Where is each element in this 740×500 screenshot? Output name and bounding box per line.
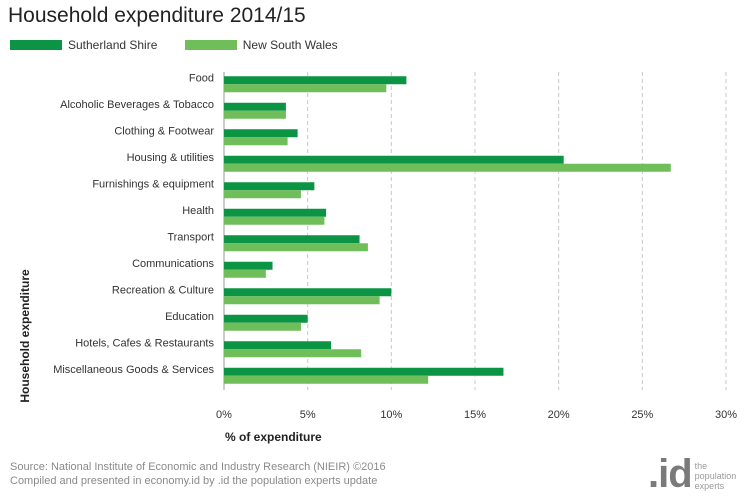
x-tick-label: 5% — [300, 409, 316, 421]
x-tick-label: 0% — [216, 409, 232, 421]
bar-series-1[interactable] — [224, 261, 273, 270]
source-line-1: Source: National Institute of Economic a… — [10, 461, 386, 473]
bar-series-2[interactable] — [224, 349, 362, 358]
bar-series-2[interactable] — [224, 243, 368, 252]
bar-series-1[interactable] — [224, 102, 286, 111]
logo-tagline-1: the — [694, 461, 708, 471]
legend-label-series-1: Sutherland Shire — [68, 38, 158, 52]
bars — [224, 76, 671, 384]
x-tick-label: 20% — [548, 409, 570, 421]
bar-series-2[interactable] — [224, 190, 301, 199]
bar-series-1[interactable] — [224, 129, 298, 138]
bar-series-2[interactable] — [224, 110, 286, 119]
legend-item-series-2[interactable]: New South Wales — [184, 38, 338, 52]
bar-series-1[interactable] — [224, 235, 360, 244]
bar-series-1[interactable] — [224, 341, 332, 350]
logo-tagline-3: experts — [694, 481, 725, 491]
logo-tagline-2: population — [694, 471, 737, 481]
category-label: Communications — [132, 258, 214, 270]
legend-swatch-series-1 — [10, 40, 62, 50]
bar-series-2[interactable] — [224, 296, 380, 305]
x-tick-label: 30% — [715, 409, 737, 421]
category-label: Health — [182, 205, 214, 217]
bar-series-1[interactable] — [224, 288, 392, 297]
legend-item-series-1[interactable]: Sutherland Shire — [10, 38, 157, 52]
x-tick-labels: 0% 5% 10% 15% 20% 25% 30% — [216, 409, 737, 421]
x-tick-label: 25% — [631, 409, 653, 421]
bar-series-1[interactable] — [224, 208, 327, 217]
bar-chart: Food Alcoholic Beverages & Tobacco Clothin… — [18, 72, 737, 444]
x-axis-title: % of expenditure — [225, 430, 322, 444]
bar-series-2[interactable] — [224, 216, 325, 225]
category-label: Recreation & Culture — [112, 284, 214, 296]
chart-title: Household expenditure 2014/15 — [8, 4, 306, 27]
legend-label-series-2: New South Wales — [242, 38, 338, 52]
id-logo: .id the population experts — [648, 452, 740, 496]
gridlines — [223, 72, 727, 390]
category-label: Hotels, Cafes & Restaurants — [75, 337, 214, 349]
logo-tagline: the population experts — [695, 461, 740, 491]
category-label: Miscellaneous Goods & Services — [53, 364, 214, 376]
category-label: Clothing & Footwear — [114, 125, 214, 137]
category-labels: Food Alcoholic Beverages & Tobacco Clothin… — [53, 72, 214, 376]
bar-series-1[interactable] — [224, 314, 308, 323]
x-tick-label: 15% — [464, 409, 486, 421]
bar-series-1[interactable] — [224, 76, 407, 85]
category-label: Housing & utilities — [127, 152, 215, 164]
legend: Sutherland Shire New South Wales — [10, 38, 362, 53]
category-label: Education — [165, 311, 214, 323]
category-label: Alcoholic Beverages & Tobacco — [60, 99, 214, 111]
bar-series-1[interactable] — [224, 182, 315, 191]
source-line-2: Compiled and presented in economy.id by … — [10, 475, 378, 487]
bar-series-2[interactable] — [224, 84, 387, 93]
x-tick-label: 10% — [380, 409, 402, 421]
bar-series-2[interactable] — [224, 322, 301, 331]
bar-series-2[interactable] — [224, 163, 671, 172]
category-label: Transport — [167, 231, 214, 243]
category-label: Furnishings & equipment — [92, 178, 214, 190]
logo-mark: .id — [648, 452, 693, 496]
bar-series-2[interactable] — [224, 269, 266, 278]
category-label: Food — [189, 72, 214, 84]
legend-swatch-series-2 — [184, 40, 237, 50]
bar-series-1[interactable] — [224, 155, 564, 164]
y-axis-title: Household expenditure — [18, 269, 32, 403]
bar-series-1[interactable] — [224, 367, 504, 376]
source-note: Source: National Institute of Economic a… — [10, 460, 386, 488]
bar-series-2[interactable] — [224, 375, 429, 384]
bar-series-2[interactable] — [224, 137, 288, 146]
